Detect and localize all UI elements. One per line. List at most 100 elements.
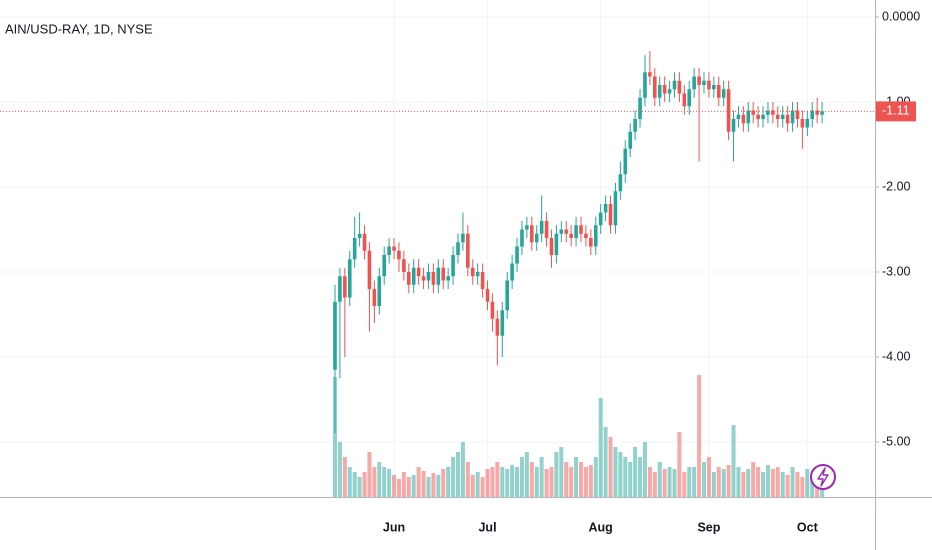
- volume-bar: [746, 469, 751, 497]
- candle-body: [736, 114, 741, 120]
- candle-body: [761, 114, 765, 120]
- grid: [0, 0, 875, 497]
- candle-body: [643, 72, 647, 98]
- candle-body: [441, 267, 446, 281]
- candle-body: [451, 255, 455, 277]
- volume-bar: [780, 472, 785, 497]
- replay-button[interactable]: [810, 464, 836, 490]
- volume-bar: [618, 452, 623, 497]
- replay-circle[interactable]: [810, 464, 836, 490]
- candle-body: [776, 114, 780, 120]
- candle-body: [687, 89, 692, 107]
- volume-bar: [347, 467, 352, 497]
- volume-bar: [377, 462, 382, 497]
- volume-bar: [544, 469, 549, 497]
- last-price-box: [876, 101, 916, 122]
- volume-bar: [401, 472, 406, 497]
- volume-bar: [524, 452, 529, 497]
- candle-body: [800, 119, 805, 128]
- x-tick-label: Jun: [383, 520, 405, 534]
- candle-body: [584, 233, 588, 239]
- candle-body: [421, 276, 426, 281]
- volume-bar: [800, 477, 805, 497]
- candle-body: [564, 229, 569, 234]
- candle-body: [559, 229, 564, 234]
- volume-bar: [657, 462, 662, 497]
- candle-body: [510, 263, 514, 281]
- volume-bar: [795, 472, 800, 497]
- candle-body: [333, 301, 337, 370]
- candle-body: [657, 85, 662, 98]
- volume-bar: [436, 475, 441, 497]
- candle-body: [746, 110, 751, 124]
- volume-bar: [352, 472, 357, 497]
- candle-body: [662, 85, 667, 94]
- volume-bar: [564, 462, 569, 497]
- lightning-icon[interactable]: [817, 467, 829, 487]
- volume-bar: [672, 469, 677, 497]
- volume-bar: [519, 457, 524, 497]
- candle-body: [397, 250, 401, 260]
- y-tick-label: -4.00: [882, 349, 911, 363]
- volume-bar: [465, 462, 470, 497]
- volume-bar: [392, 475, 397, 497]
- candle-body: [785, 114, 790, 124]
- volume-bar: [692, 467, 697, 497]
- volume-bar: [785, 475, 790, 497]
- volume-pane: [333, 375, 825, 497]
- candle-body: [712, 85, 716, 90]
- candle-body: [534, 233, 539, 243]
- candle-body: [741, 114, 746, 124]
- volume-bar: [372, 467, 377, 497]
- candle-body: [751, 110, 755, 115]
- candle-body: [638, 97, 642, 120]
- volume-bar: [510, 465, 515, 497]
- candle-body: [377, 276, 382, 307]
- volume-bar: [608, 437, 613, 497]
- candle-body: [667, 89, 672, 94]
- volume-bar: [333, 377, 337, 497]
- volume-bar: [569, 467, 574, 497]
- volume-bar: [357, 477, 362, 497]
- volume-bar: [460, 442, 465, 497]
- volume-bar: [406, 477, 411, 497]
- volume-bar: [628, 462, 633, 497]
- x-tick-label: Sep: [697, 520, 720, 534]
- candle-body: [795, 110, 800, 120]
- candle-body: [810, 110, 815, 120]
- candle-body: [780, 114, 785, 120]
- volume-bar: [559, 447, 564, 497]
- candle-body: [790, 110, 795, 124]
- volume-bar: [382, 467, 387, 497]
- candle-body: [461, 233, 465, 243]
- volume-bar: [647, 467, 652, 497]
- candle-body: [436, 267, 441, 285]
- candle-body: [716, 85, 721, 98]
- candle-body: [456, 242, 460, 256]
- candle-body: [805, 119, 810, 128]
- volume-bar: [652, 472, 657, 497]
- candle-body: [721, 89, 726, 98]
- candle-body: [475, 272, 480, 277]
- candle-body: [362, 233, 367, 251]
- volume-bar: [411, 475, 416, 497]
- volume-bar: [682, 472, 687, 497]
- volume-bar: [495, 462, 500, 497]
- candle-body: [416, 267, 421, 277]
- volume-bar: [480, 477, 485, 497]
- candle-body: [530, 225, 534, 243]
- candle-body: [402, 259, 406, 273]
- volume-bar: [539, 457, 544, 497]
- volume-bar: [598, 398, 603, 497]
- candle-body: [485, 289, 490, 302]
- candle-body: [677, 80, 682, 94]
- candle-body: [347, 259, 352, 298]
- candle-body: [338, 276, 342, 302]
- candle-body: [569, 233, 573, 239]
- volume-bar: [421, 471, 426, 497]
- volume-bar: [662, 469, 667, 497]
- candle-body: [520, 229, 524, 247]
- y-tick-label: -2.00: [882, 179, 911, 193]
